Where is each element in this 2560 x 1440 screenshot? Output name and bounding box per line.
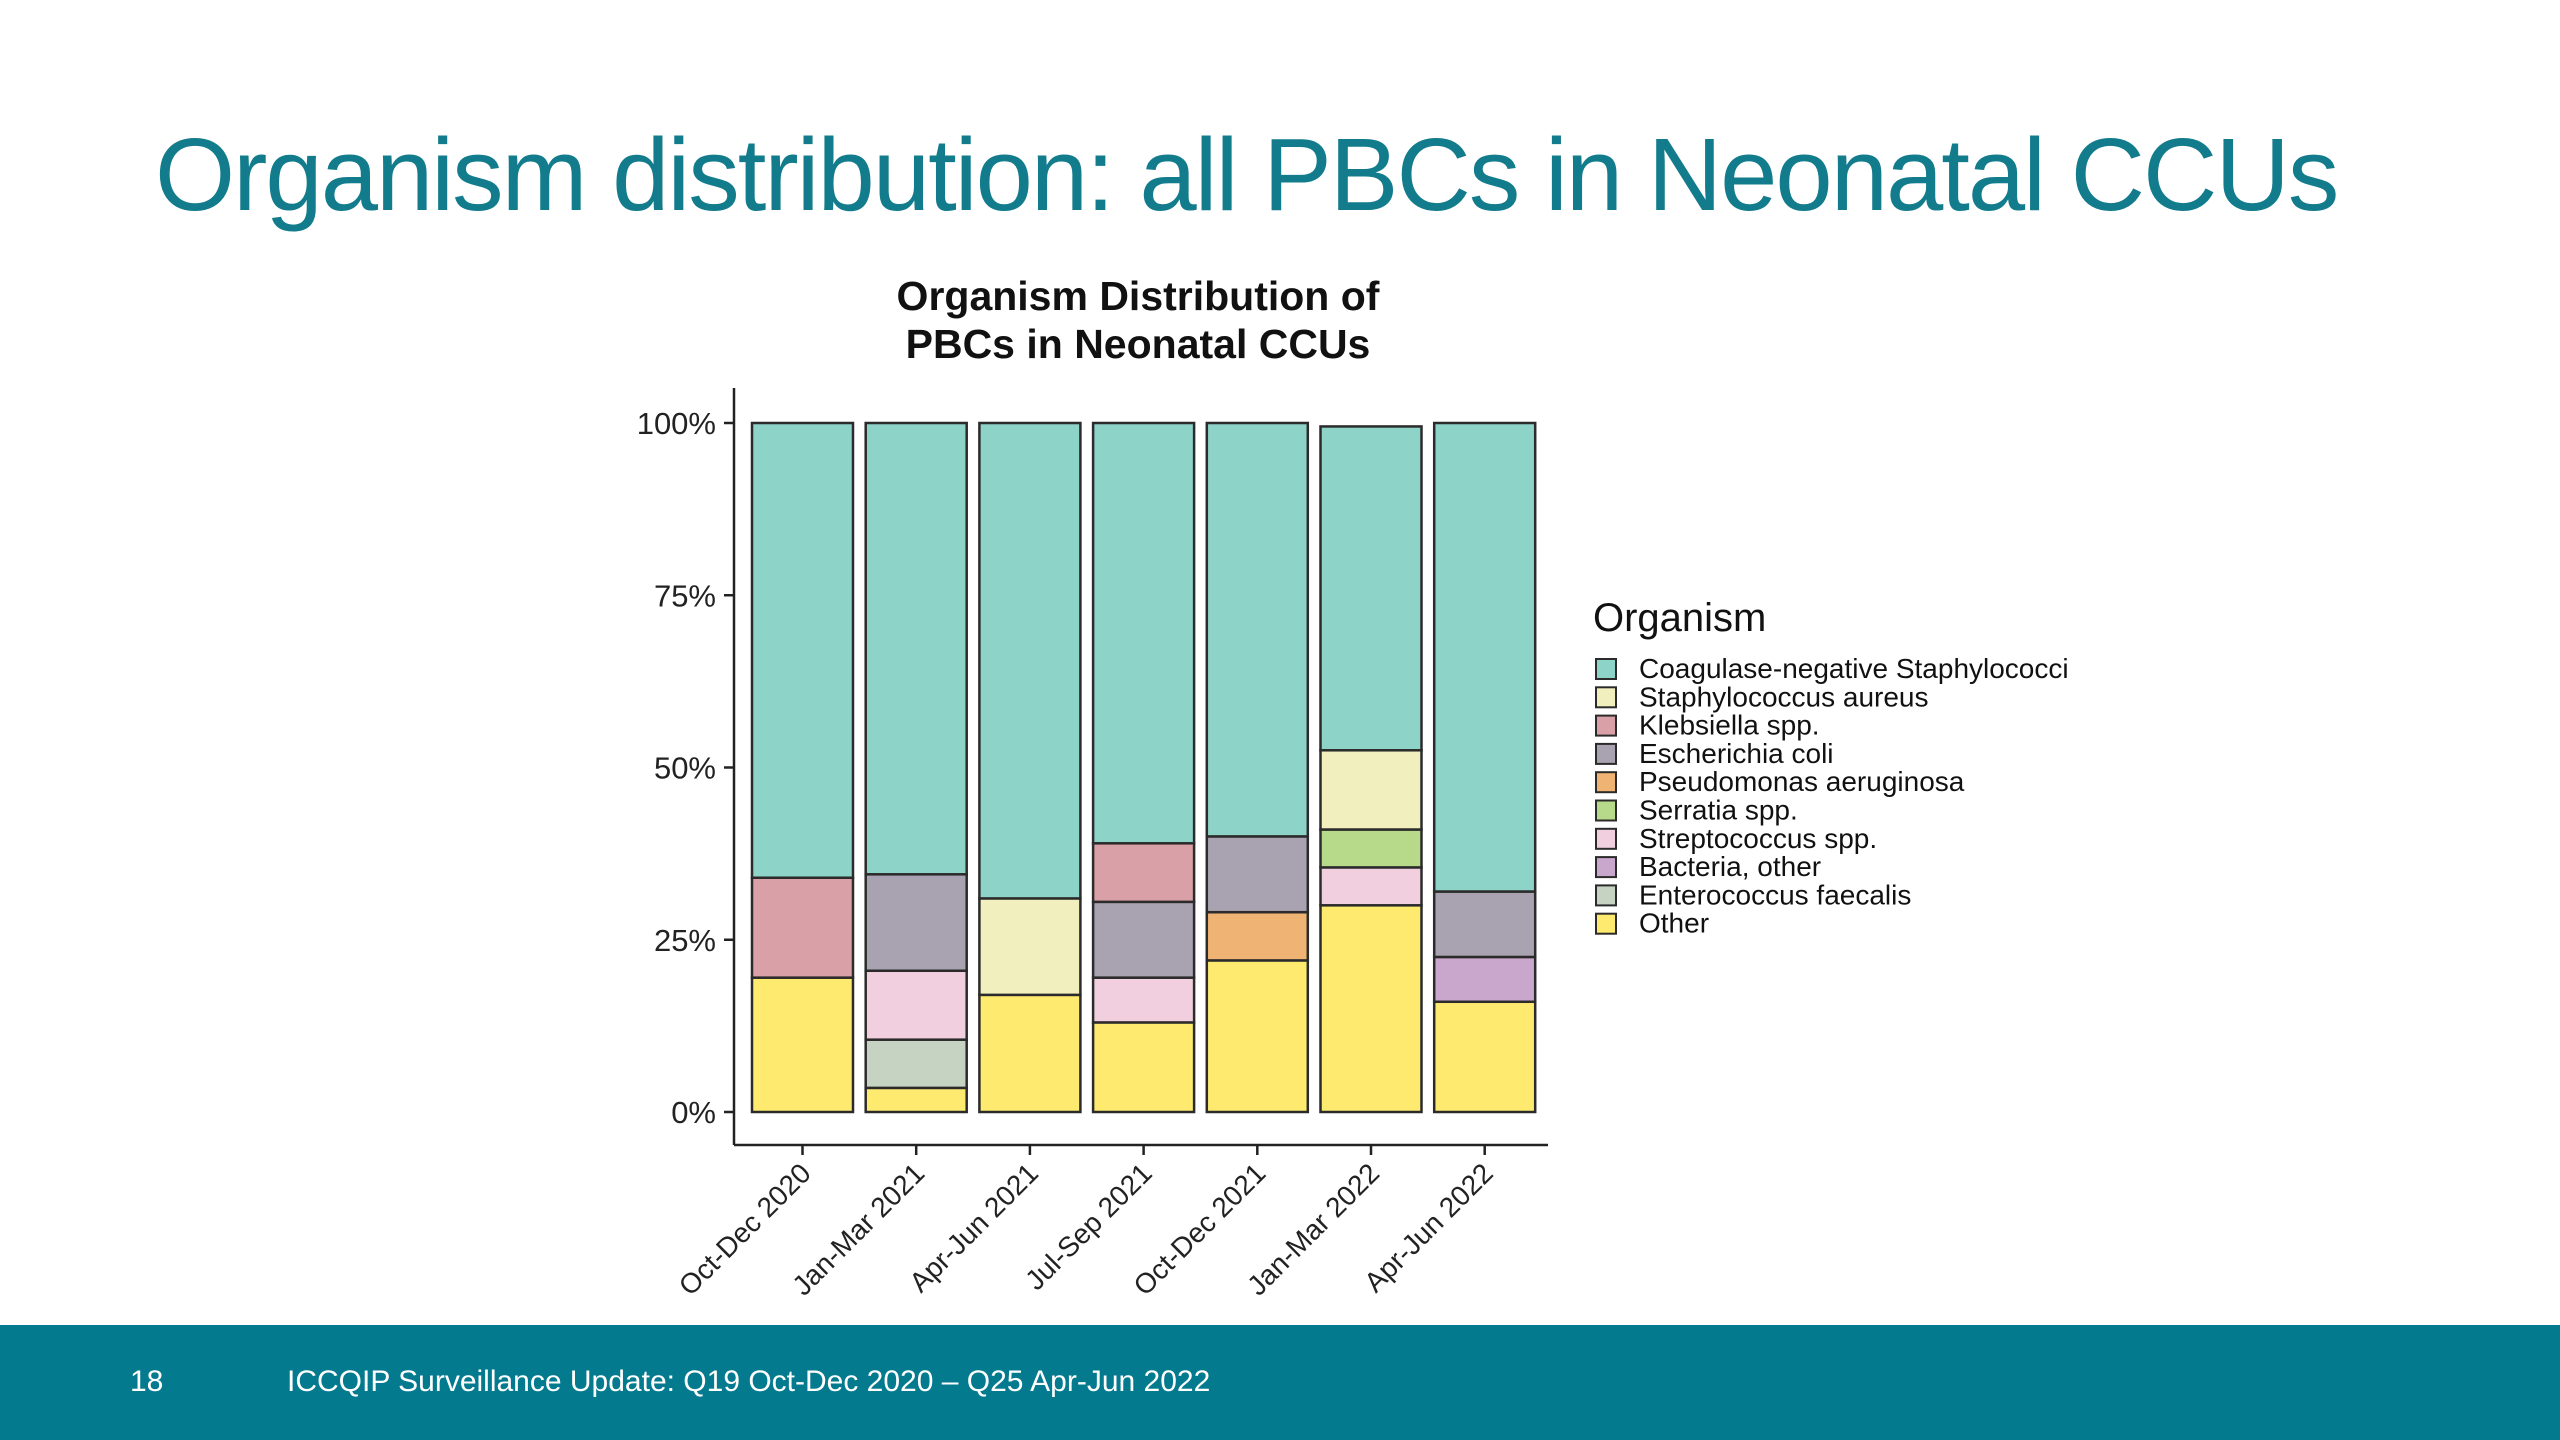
legend-label: Other: [1639, 908, 1709, 939]
legend-key: [1595, 884, 1617, 907]
legend-key: [1595, 742, 1617, 765]
bar-segment: [1319, 749, 1423, 831]
bar-segment: [1432, 421, 1537, 893]
legend-label: Coagulase-negative Staphylococci: [1639, 653, 2069, 684]
bar-segment: [978, 897, 1082, 997]
bar-segment: [1205, 910, 1310, 962]
legend-label: Klebsiella spp.: [1639, 710, 1820, 741]
legend-label: Bacteria, other: [1639, 851, 1821, 882]
bar-segment: [978, 421, 1082, 900]
bar-segment: [864, 873, 968, 973]
footer-text: ICCQIP Surveillance Update: Q19 Oct-Dec …: [287, 1365, 1211, 1398]
bar-segment: [1091, 976, 1196, 1024]
bar-segment: [1091, 900, 1196, 979]
bar-segment: [1319, 828, 1423, 869]
chart-bars: [750, 421, 1537, 1114]
legend-key: [1595, 827, 1617, 850]
bar-segment: [1319, 425, 1423, 752]
footer-bar: 18 ICCQIP Surveillance Update: Q19 Oct-D…: [0, 1325, 2560, 1440]
bar-segment: [750, 976, 855, 1114]
bar-segment: [1091, 421, 1196, 845]
bar-segment: [750, 421, 855, 879]
slide-title: Organism distribution: all PBCs in Neona…: [155, 117, 2339, 232]
legend-key: [1595, 799, 1617, 822]
chart-legend: Organism Coagulase-negative Staphylococci…: [1593, 596, 2069, 939]
page-number: 18: [130, 1365, 164, 1398]
y-tick-label: 0%: [671, 1095, 716, 1130]
bar-segment: [1091, 1021, 1196, 1114]
legend-key: [1595, 856, 1617, 879]
bar-segment: [864, 969, 968, 1041]
bar-segment: [1319, 904, 1423, 1114]
bar-segment: [864, 1086, 968, 1114]
y-tick-label: 100%: [637, 406, 716, 441]
y-tick-label: 50%: [654, 751, 716, 786]
bar-segment: [864, 1038, 968, 1090]
y-tick-label: 75%: [654, 578, 716, 613]
legend-label: Pseudomonas aeruginosa: [1639, 766, 1965, 797]
bar-segment: [1319, 866, 1423, 907]
legend-key: [1595, 686, 1617, 709]
bar-segment: [1205, 421, 1310, 838]
bar-segment: [1205, 835, 1310, 914]
legend-key: [1595, 912, 1617, 935]
bar-segment: [1432, 1000, 1537, 1114]
bar-segment: [1205, 959, 1310, 1114]
bar-segment: [1432, 955, 1537, 1004]
chart-title-line: PBCs in Neonatal CCUs: [906, 321, 1371, 367]
bar-segment: [864, 421, 968, 876]
legend-label: Streptococcus spp.: [1639, 823, 1877, 854]
y-tick-label: 25%: [654, 923, 716, 958]
bar-segment: [978, 993, 1082, 1114]
bar-segment: [1091, 842, 1196, 904]
legend-label: Serratia spp.: [1639, 795, 1798, 826]
legend-key: [1595, 658, 1617, 680]
legend-label: Enterococcus faecalis: [1639, 879, 1911, 910]
legend-title: Organism: [1593, 596, 1766, 640]
legend-key: [1595, 771, 1617, 794]
chart-title-line: Organism Distribution of: [897, 273, 1380, 319]
bar-segment: [1432, 890, 1537, 959]
bar-segment: [750, 876, 855, 979]
legend-key: [1595, 714, 1617, 737]
legend-label: Staphylococcus aureus: [1639, 681, 1929, 712]
legend-label: Escherichia coli: [1639, 738, 1834, 769]
